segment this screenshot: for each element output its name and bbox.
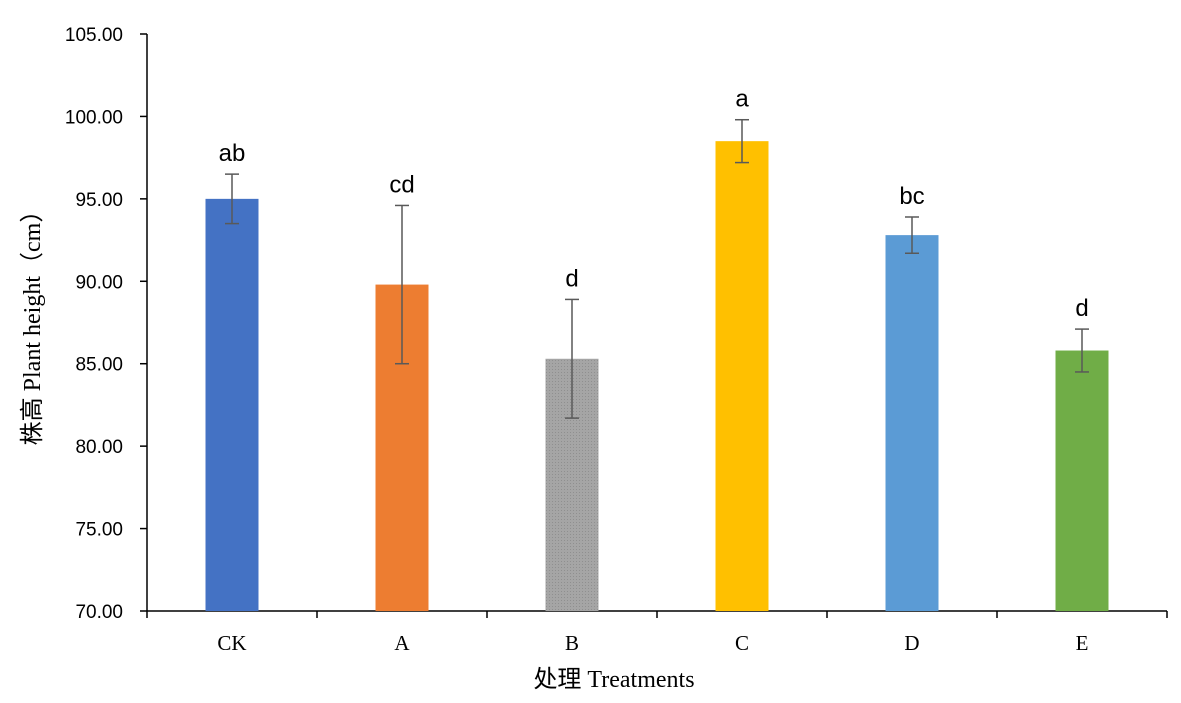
bars <box>205 141 1109 611</box>
significance-label-a: cd <box>389 171 414 198</box>
bar-c <box>715 141 769 611</box>
x-tick-label-b: B <box>565 631 579 655</box>
significance-label-ck: ab <box>219 140 246 167</box>
x-tick-label-a: A <box>394 631 410 655</box>
significance-label-d: bc <box>899 183 924 210</box>
y-tick-label: 70.00 <box>75 602 123 623</box>
bar-d <box>885 235 939 611</box>
y-tick-label: 95.00 <box>75 190 123 211</box>
bar-e <box>1055 350 1109 611</box>
y-tick-label: 80.00 <box>75 437 123 458</box>
y-tick-label: 75.00 <box>75 520 123 541</box>
significance-label-e: d <box>1075 295 1088 322</box>
y-tick-label: 105.00 <box>65 25 123 46</box>
x-tick-label-c: C <box>735 631 749 655</box>
x-axis: CK A B C D E <box>146 610 1168 655</box>
y-tick-label: 85.00 <box>75 355 123 376</box>
significance-label-b: d <box>565 265 578 292</box>
y-tick-label: 90.00 <box>75 272 123 293</box>
x-tick-label-d: D <box>904 631 919 655</box>
significance-label-c: a <box>735 86 749 113</box>
error-bars <box>225 118 1089 419</box>
y-tick-label: 100.00 <box>65 107 123 128</box>
x-tick-label-ck: CK <box>217 631 246 655</box>
x-axis-title: 处理 Treatments <box>533 666 694 693</box>
bar-ck <box>205 198 259 611</box>
y-axis: 70.00 75.00 80.00 85.00 90.00 95.00 100.00 105.… <box>65 25 148 623</box>
x-tick-label-e: E <box>1076 631 1089 655</box>
y-axis-title: 株高 Plant height（cm） <box>19 199 46 446</box>
